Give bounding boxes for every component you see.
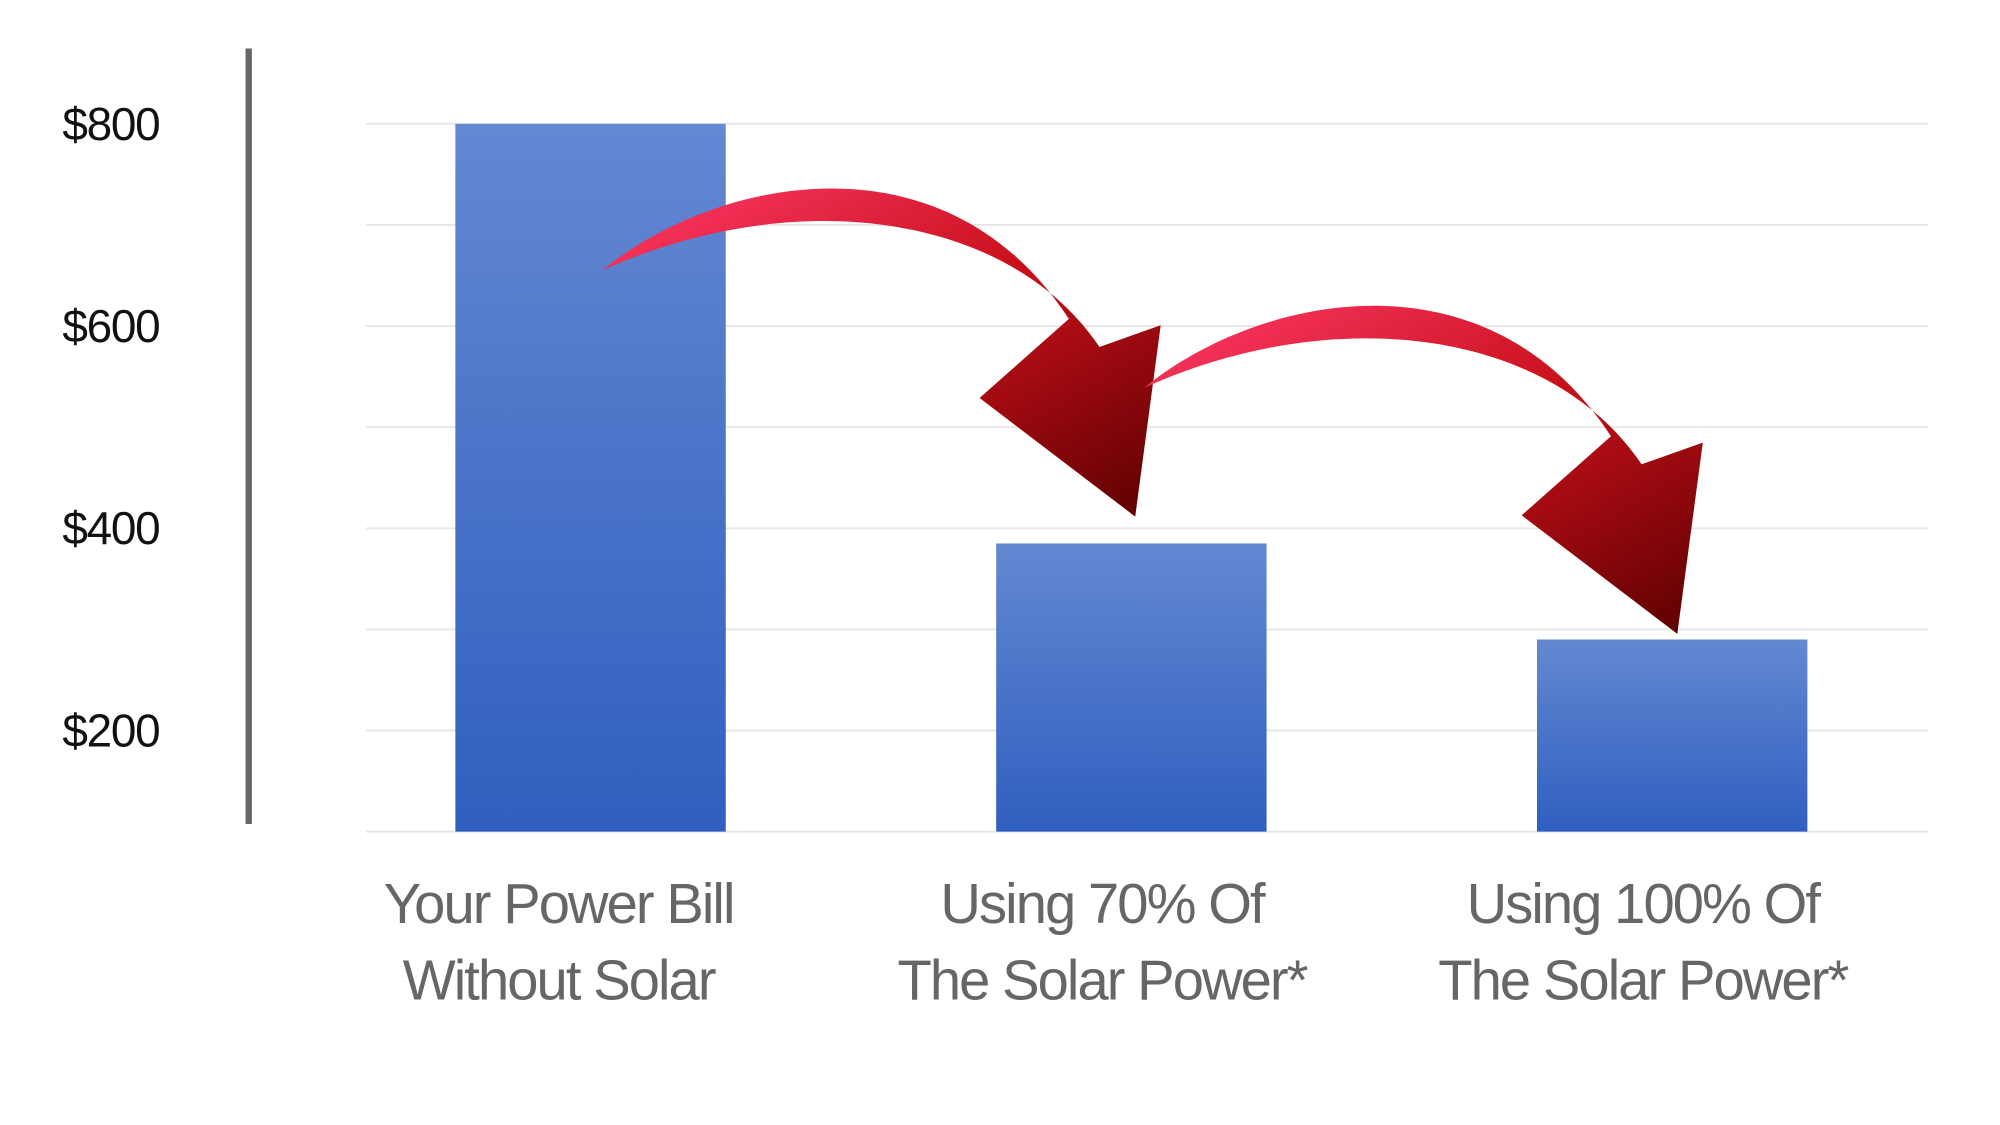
x-tick-label: Without Solar (403, 949, 716, 1012)
arrow (602, 188, 1161, 517)
y-tick-label: $200 (62, 704, 159, 756)
bar (455, 123, 726, 832)
bars (455, 123, 1808, 832)
x-tick-label: Using 70% Of (940, 872, 1266, 935)
x-tick-label: Using 100% Of (1467, 872, 1822, 935)
x-tick-label: Your Power Bill (384, 872, 734, 935)
y-tick-label: $800 (62, 98, 159, 150)
y-tick-label: $600 (62, 300, 159, 352)
bar (996, 543, 1267, 832)
x-tick-label: The Solar Power* (897, 949, 1307, 1012)
y-tick-label: $400 (62, 502, 159, 554)
labels: $200 $400 $600 $800 Your Power Bill Without S… (62, 98, 1850, 1012)
bar (1536, 639, 1808, 832)
arrow (1144, 305, 1703, 634)
x-tick-label: The Solar Power* (1438, 949, 1848, 1012)
